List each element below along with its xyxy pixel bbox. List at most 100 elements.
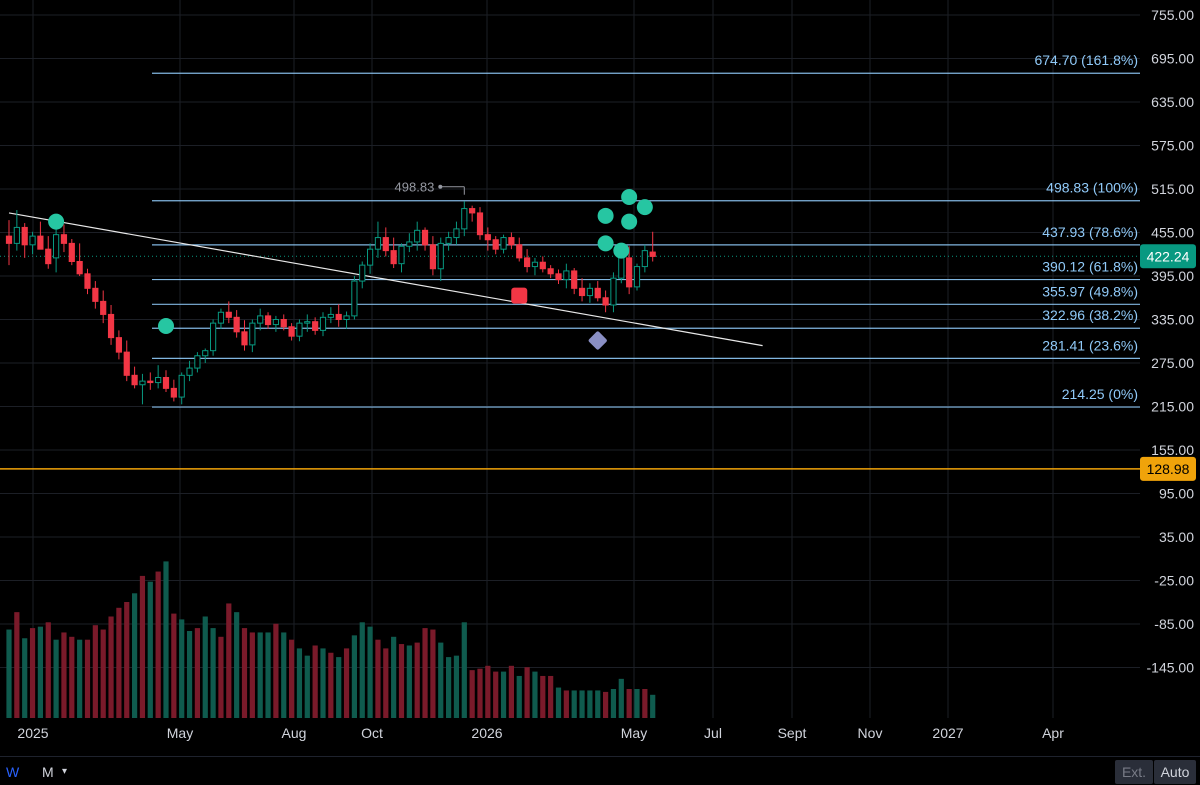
y-tick-label: -25.00 bbox=[1154, 573, 1194, 589]
buy-signal-marker bbox=[621, 213, 638, 230]
candle-body bbox=[390, 250, 397, 265]
y-tick-label: 95.00 bbox=[1159, 486, 1194, 502]
candle bbox=[37, 221, 44, 250]
volume-bar bbox=[453, 655, 460, 718]
y-axis[interactable]: 755.00 695.00 635.00 575.00 515.00 455.00 395.… bbox=[1147, 7, 1195, 676]
price-chart[interactable]: 674.70 (161.8%) 498.83 (100%) 437.93 (78.6… bbox=[0, 0, 1200, 756]
volume-bar bbox=[14, 612, 20, 718]
candle bbox=[374, 221, 382, 258]
candle bbox=[29, 231, 36, 255]
horizontal-line-badge-label: 128.98 bbox=[1147, 461, 1190, 477]
volume-bar bbox=[618, 678, 624, 718]
y-tick-label: -85.00 bbox=[1154, 616, 1194, 632]
y-tick-label: 275.00 bbox=[1151, 355, 1194, 371]
candle bbox=[351, 276, 358, 320]
candle bbox=[586, 283, 593, 303]
volume-bar bbox=[194, 628, 200, 718]
candle-body bbox=[524, 257, 531, 268]
y-tick-label: 755.00 bbox=[1151, 7, 1194, 23]
candle-body bbox=[162, 377, 170, 389]
auto-scale-button[interactable]: Auto bbox=[1154, 760, 1196, 784]
volume-bar bbox=[398, 644, 405, 718]
candle bbox=[445, 231, 452, 251]
interval-weekly-button[interactable]: W bbox=[6, 764, 20, 780]
candle-body bbox=[131, 374, 138, 386]
candle-body bbox=[210, 322, 217, 352]
candle bbox=[563, 263, 570, 289]
candle-body bbox=[641, 250, 648, 268]
volume-bar bbox=[296, 648, 303, 718]
annotation-label: 498.83 bbox=[395, 180, 435, 195]
x-tick-label: Aug bbox=[282, 725, 307, 741]
y-tick-label: -145.00 bbox=[1147, 660, 1195, 676]
candle bbox=[155, 365, 162, 389]
volume-bar bbox=[281, 632, 287, 718]
volume-bar bbox=[610, 689, 617, 718]
volume-bar bbox=[124, 602, 130, 718]
candle bbox=[5, 220, 13, 266]
candle-body bbox=[100, 300, 107, 315]
volume-bar bbox=[69, 636, 75, 718]
candle-body bbox=[194, 355, 201, 369]
horizontal-line[interactable] bbox=[0, 255, 1140, 470]
volume-bar bbox=[155, 571, 161, 718]
fibonacci-retracement[interactable]: 674.70 (161.8%) 498.83 (100%) 437.93 (78.6… bbox=[152, 52, 1140, 408]
volume-bar bbox=[179, 619, 185, 718]
volume-bar bbox=[22, 638, 28, 718]
candle bbox=[406, 233, 413, 253]
volume-bar bbox=[375, 639, 381, 718]
y-tick-label: 215.00 bbox=[1151, 399, 1194, 415]
candle-body bbox=[13, 226, 20, 244]
trendline[interactable] bbox=[8, 212, 763, 347]
candle-body bbox=[76, 261, 83, 275]
candle bbox=[100, 290, 107, 324]
y-tick-label: 575.00 bbox=[1151, 138, 1194, 154]
candle bbox=[304, 314, 311, 332]
candle bbox=[76, 243, 83, 276]
candle-body bbox=[304, 321, 311, 324]
volume-bar bbox=[516, 675, 522, 718]
volume-bar bbox=[595, 690, 601, 718]
candle-body bbox=[115, 337, 123, 353]
candle bbox=[398, 243, 405, 273]
volume-bar bbox=[320, 648, 326, 718]
candle-body bbox=[272, 319, 279, 326]
candle-body bbox=[367, 248, 374, 266]
candle bbox=[178, 372, 185, 405]
candle-body bbox=[147, 380, 154, 384]
candle-body bbox=[351, 280, 358, 317]
candle-body bbox=[618, 257, 625, 279]
candle-body bbox=[225, 311, 232, 318]
y-tick-label: 695.00 bbox=[1151, 51, 1194, 67]
candle-body bbox=[633, 266, 641, 288]
horizontal-line-badge-bg bbox=[1140, 456, 1196, 481]
candle bbox=[461, 201, 468, 237]
volume-bar bbox=[77, 639, 83, 718]
candle bbox=[53, 221, 60, 273]
volume-bar bbox=[218, 636, 224, 718]
candle-body bbox=[406, 241, 413, 247]
interval-dropdown-icon[interactable]: ▾ bbox=[62, 766, 68, 777]
candle-body bbox=[500, 237, 507, 250]
candle-body bbox=[586, 287, 593, 297]
fib-level-label: 390.12 (61.8%) bbox=[1042, 259, 1138, 275]
buy-signal-marker bbox=[158, 318, 174, 335]
volume-bar bbox=[53, 639, 59, 718]
candle-body bbox=[476, 212, 484, 236]
extended-hours-button[interactable]: Ext. bbox=[1115, 760, 1153, 784]
candle bbox=[312, 317, 319, 335]
candle bbox=[390, 237, 397, 269]
candle-body bbox=[539, 261, 546, 270]
candle-body bbox=[492, 239, 499, 250]
candle-body bbox=[555, 273, 562, 281]
y-tick-label: 515.00 bbox=[1151, 181, 1194, 197]
volume-bar bbox=[108, 616, 114, 718]
candle-body bbox=[21, 226, 28, 246]
interval-monthly-button[interactable]: M bbox=[42, 764, 54, 780]
volume-bar bbox=[249, 632, 255, 718]
x-tick-label: Sept bbox=[778, 725, 807, 741]
volume-bar bbox=[650, 694, 656, 718]
bottom-toolbar: W M ▾ Ext. Auto bbox=[0, 756, 1200, 785]
candle-body bbox=[280, 319, 287, 328]
candle bbox=[296, 319, 303, 342]
